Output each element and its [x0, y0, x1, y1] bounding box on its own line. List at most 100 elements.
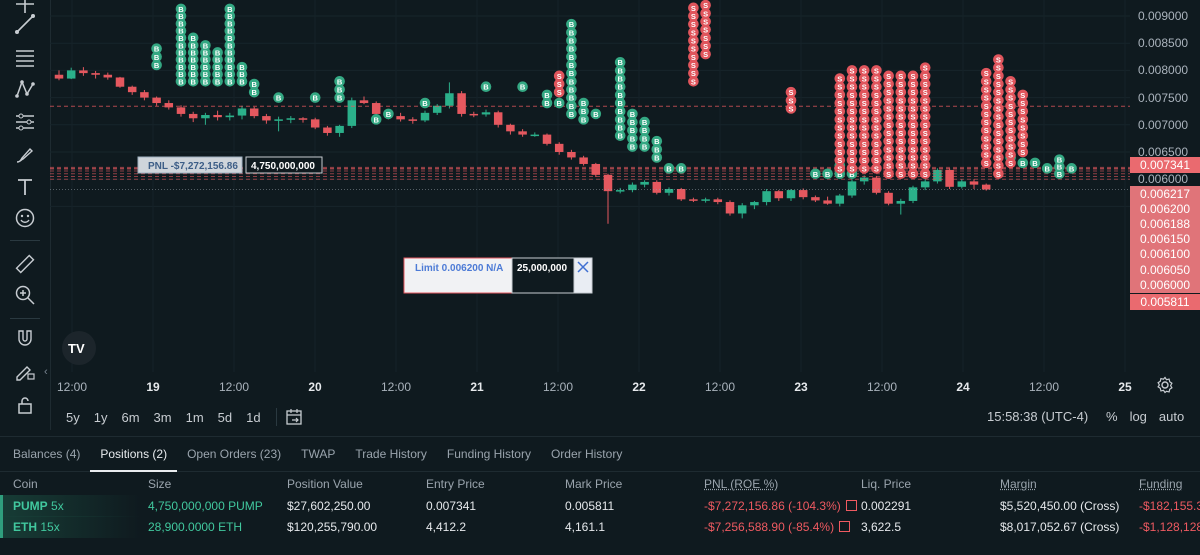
price-tick: 0.006000	[1138, 172, 1188, 186]
marker-letter: S	[703, 1, 708, 10]
time-axis[interactable]: 12:00 19 12:00 20 12:00 21 12:00 22 12:00 23 12:00…	[50, 372, 1130, 400]
marker-letter: B	[251, 88, 257, 97]
collapse-toolbar-icon[interactable]: ‹	[44, 366, 48, 378]
marker-letter: B	[617, 124, 623, 133]
log-scale-toggle[interactable]: log	[1130, 409, 1147, 424]
marker-letter: S	[862, 83, 867, 92]
header-size[interactable]: Size	[148, 477, 171, 491]
share-pnl-icon[interactable]	[839, 521, 850, 532]
magnet-icon[interactable]	[11, 325, 39, 353]
header-pnl[interactable]: PNL (ROE %)	[704, 477, 778, 491]
candle	[116, 77, 125, 86]
calendar-goto-icon[interactable]	[285, 408, 303, 426]
brush-icon[interactable]	[11, 141, 39, 169]
candle	[653, 182, 662, 193]
range-6m[interactable]: 6m	[114, 410, 146, 425]
clock[interactable]: 15:58:38 (UTC-4)	[987, 409, 1088, 424]
marker-letter: B	[544, 99, 550, 108]
range-3m[interactable]: 3m	[147, 410, 179, 425]
lock-draw-icon[interactable]	[11, 357, 39, 385]
fib-lines-icon[interactable]	[11, 43, 39, 71]
header-entry-price[interactable]: Entry Price	[426, 477, 485, 491]
pattern-icon[interactable]	[11, 75, 39, 103]
marker-letter: S	[886, 137, 891, 146]
trend-line-icon[interactable]	[11, 10, 39, 38]
candle	[945, 170, 954, 187]
candle	[104, 75, 113, 78]
coin-cell[interactable]: PUMP 5x	[13, 499, 64, 513]
tab-balances[interactable]: Balances (4)	[0, 437, 90, 471]
gear-icon[interactable]	[1156, 376, 1174, 394]
marker-letter: S	[923, 72, 928, 81]
header-position-value[interactable]: Position Value	[287, 477, 363, 491]
auto-scale-toggle[interactable]: auto	[1159, 409, 1184, 424]
marker-letter: S	[837, 75, 842, 84]
buy-marker: B	[383, 109, 394, 120]
share-pnl-icon[interactable]	[846, 500, 857, 511]
table-row[interactable]: ETH 15x 28,900.0000 ETH $120,255,790.00 …	[0, 516, 1200, 538]
price-axis[interactable]: 0.009000 0.008500 0.008000 0.007500 0.007000…	[1130, 0, 1200, 372]
marker-letter: B	[642, 126, 648, 135]
sell-marker: S	[908, 71, 919, 82]
marker-letter: S	[923, 137, 928, 146]
range-5d[interactable]: 5d	[211, 410, 239, 425]
tab-twap[interactable]: TWAP	[291, 437, 345, 471]
tab-funding-history[interactable]: Funding History	[437, 437, 541, 471]
price-badge: 0.006200	[1130, 201, 1200, 217]
marker-letter: S	[1008, 118, 1013, 127]
price-badge: 0.006188	[1130, 216, 1200, 232]
candle	[567, 152, 576, 157]
candle	[409, 119, 418, 121]
marker-letter: S	[996, 121, 1001, 130]
marker-letter: S	[996, 72, 1001, 81]
candle	[177, 107, 186, 114]
marker-letter: S	[837, 107, 842, 116]
marker-letter: S	[837, 99, 842, 108]
zoom-in-icon[interactable]	[11, 281, 39, 309]
marker-letter: S	[910, 153, 915, 162]
positions-table: Coin Size Position Value Entry Price Mar…	[0, 471, 1200, 555]
buy-marker: B	[334, 76, 345, 87]
range-1y[interactable]: 1y	[87, 410, 115, 425]
tab-order-history[interactable]: Order History	[541, 437, 632, 471]
candle	[726, 202, 735, 213]
marker-letter: S	[923, 96, 928, 105]
lock-icon[interactable]	[11, 391, 39, 419]
candle	[531, 135, 540, 137]
price-badge: 0.006100	[1130, 246, 1200, 262]
text-icon[interactable]	[11, 173, 39, 201]
emoji-icon[interactable]	[11, 204, 39, 232]
marker-letter: S	[910, 137, 915, 146]
marker-letter: S	[984, 118, 989, 127]
tab-positions[interactable]: Positions (2)	[90, 437, 177, 471]
marker-letter: S	[874, 107, 879, 116]
marker-letter: B	[1069, 164, 1075, 173]
sell-marker: S	[847, 65, 858, 76]
price-chart[interactable]: BBBBBBBBBBBBBBBBBBBBBBBBBBBBBBBBBBBBBBBB…	[50, 0, 1130, 372]
range-1m[interactable]: 1m	[179, 410, 211, 425]
header-coin[interactable]: Coin	[13, 477, 38, 491]
entry-price-cell: 4,412.2	[426, 520, 466, 534]
range-1d[interactable]: 1d	[239, 410, 267, 425]
ruler-icon[interactable]	[11, 250, 39, 278]
candle	[140, 92, 149, 97]
tab-open-orders[interactable]: Open Orders (23)	[177, 437, 291, 471]
header-funding[interactable]: Funding	[1139, 477, 1182, 491]
header-margin[interactable]: Margin	[1000, 477, 1037, 491]
chart-grid	[50, 0, 1130, 372]
marker-letter: S	[874, 140, 879, 149]
coin-cell[interactable]: ETH 15x	[13, 520, 60, 534]
sell-marker: S	[871, 65, 882, 76]
header-liq-price[interactable]: Liq. Price	[861, 477, 911, 491]
cancel-order-button[interactable]	[574, 258, 592, 293]
candle	[506, 125, 515, 132]
marker-letter: S	[862, 124, 867, 133]
channel-icon[interactable]	[11, 108, 39, 136]
percent-scale-toggle[interactable]: %	[1106, 409, 1118, 424]
sell-marker: S	[1018, 90, 1029, 101]
buy-marker: B	[652, 136, 663, 147]
tab-trade-history[interactable]: Trade History	[345, 437, 437, 471]
header-mark-price[interactable]: Mark Price	[565, 477, 622, 491]
table-row[interactable]: PUMP 5x 4,750,000,000 PUMP $27,602,250.0…	[0, 495, 1200, 517]
range-5y[interactable]: 5y	[59, 410, 87, 425]
